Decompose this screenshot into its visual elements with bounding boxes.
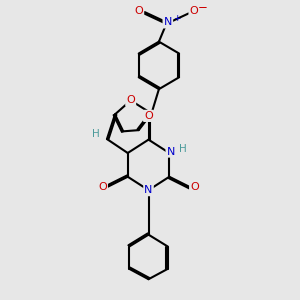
Text: N: N [167, 146, 175, 157]
Text: N: N [164, 17, 172, 27]
Text: O: O [190, 182, 199, 192]
Text: +: + [173, 14, 181, 23]
Text: −: − [198, 1, 208, 14]
Text: O: O [98, 182, 107, 192]
Text: N: N [144, 185, 153, 195]
Text: O: O [126, 95, 135, 105]
Text: H: H [92, 129, 100, 139]
Text: H: H [179, 144, 187, 154]
Text: O: O [190, 6, 198, 16]
Text: O: O [144, 111, 153, 121]
Text: O: O [134, 6, 143, 16]
